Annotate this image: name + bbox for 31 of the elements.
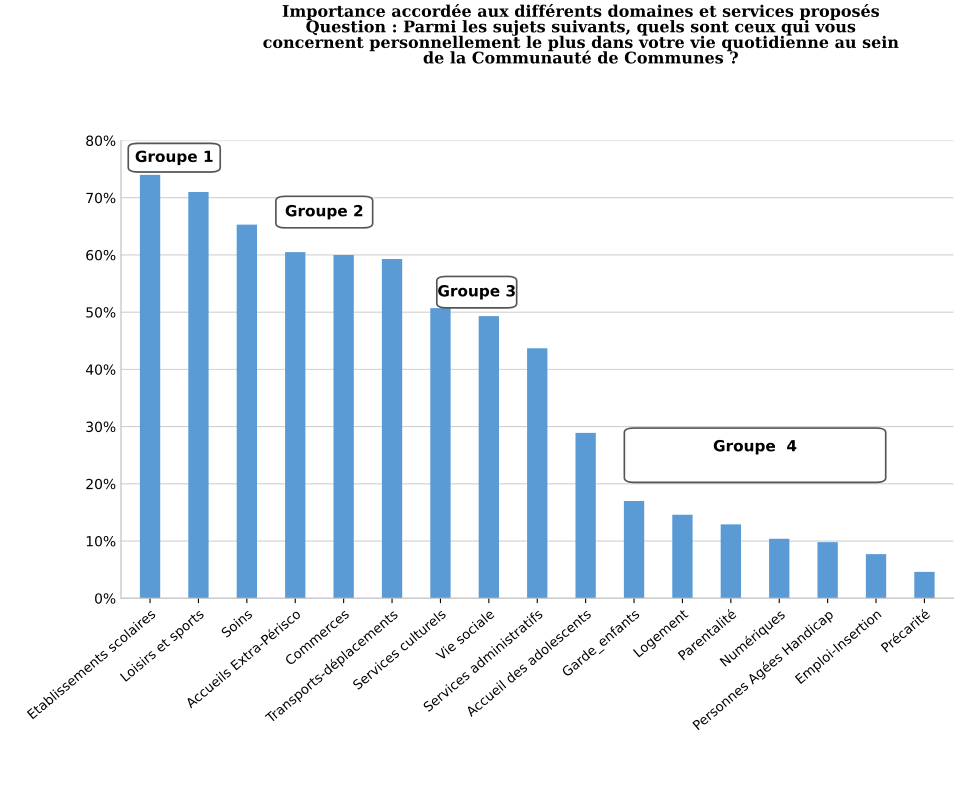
annotation: Groupe 3 [438,285,515,300]
bar [140,174,160,598]
bar [720,524,742,598]
y-tick-label: 20% [86,478,116,490]
y-tick-label: 60% [86,250,116,260]
y-tick-label: 80% [86,135,116,146]
y-tick-label: 70% [86,192,116,204]
bar [866,554,886,598]
bar [430,308,451,598]
y-tick-label: 50% [86,307,116,318]
bar [478,316,500,598]
annotation: Groupe 2 [286,204,362,220]
annotation: Groupe 1 [136,150,213,166]
bar [914,572,935,598]
annotation: Groupe 4 [714,440,796,454]
y-tick-label: 30% [86,422,116,432]
bar [624,500,644,598]
bar [382,258,402,598]
y-tick-label: 0% [95,593,116,604]
chart-title: Importance accordée aux différents domaines et services proposés Question : Parmi les sujets suivants, quels sont ceux qui vous concernent personnellement le plus dans votre vie quotidienne au sein de la Communauté de Communes ? [263,4,899,64]
y-tick-label: 10% [86,536,116,546]
bar [188,192,209,598]
bar [285,252,306,598]
bar [769,538,790,598]
bar [527,348,548,598]
bar [817,542,838,598]
y-tick-label: 40% [86,364,116,375]
bar [333,254,354,598]
bar [236,224,258,598]
bar [575,432,596,598]
bar [672,514,693,598]
